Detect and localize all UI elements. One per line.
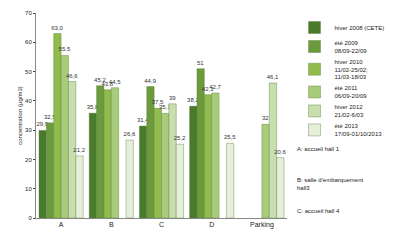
svg-text:39: 39 bbox=[169, 95, 176, 101]
svg-text:43,8: 43,8 bbox=[101, 81, 113, 87]
svg-text:hiver 201221/02-6/03: hiver 201221/02-6/03 bbox=[335, 104, 364, 118]
svg-text:B: salle d'embarquementhall3: B: salle d'embarquementhall3 bbox=[297, 177, 364, 191]
svg-text:10: 10 bbox=[25, 186, 32, 192]
svg-text:45,2: 45,2 bbox=[94, 77, 106, 83]
svg-text:hiver 2008 (CETE): hiver 2008 (CETE) bbox=[335, 25, 385, 31]
svg-text:55,5: 55,5 bbox=[59, 46, 71, 52]
svg-text:50: 50 bbox=[25, 69, 32, 75]
svg-text:63,0: 63,0 bbox=[51, 25, 63, 31]
svg-text:35,7: 35,7 bbox=[159, 104, 171, 110]
svg-text:concentration (µg/m3): concentration (µg/m3) bbox=[17, 86, 23, 144]
svg-text:44,5: 44,5 bbox=[109, 79, 121, 85]
svg-text:B: B bbox=[109, 221, 114, 228]
svg-text:été 201317/09-01/10/2013: été 201317/09-01/10/2013 bbox=[335, 123, 383, 137]
svg-text:0: 0 bbox=[28, 215, 32, 221]
svg-text:37,5: 37,5 bbox=[152, 99, 164, 105]
svg-text:40: 40 bbox=[25, 98, 32, 104]
svg-text:46,1: 46,1 bbox=[267, 74, 279, 80]
svg-text:51: 51 bbox=[197, 60, 204, 66]
svg-text:42,7: 42,7 bbox=[209, 84, 221, 90]
svg-text:70: 70 bbox=[25, 10, 32, 16]
svg-text:25,5: 25,5 bbox=[224, 134, 236, 140]
svg-text:20: 20 bbox=[25, 157, 32, 163]
svg-text:46,6: 46,6 bbox=[66, 73, 78, 79]
svg-text:38,2: 38,2 bbox=[187, 97, 199, 103]
svg-text:été 200908/09-22/09: été 200908/09-22/09 bbox=[335, 40, 368, 54]
svg-text:C: C bbox=[159, 221, 164, 228]
svg-text:32: 32 bbox=[262, 115, 269, 121]
svg-text:44,9: 44,9 bbox=[144, 78, 156, 84]
svg-text:60: 60 bbox=[25, 39, 32, 45]
svg-text:30: 30 bbox=[25, 127, 32, 133]
svg-text:C: accueil hall 4: C: accueil hall 4 bbox=[297, 208, 340, 214]
svg-text:Parking: Parking bbox=[250, 221, 274, 229]
svg-text:42,1: 42,1 bbox=[202, 86, 214, 92]
svg-text:21,2: 21,2 bbox=[73, 147, 85, 153]
svg-text:32,5: 32,5 bbox=[44, 114, 56, 120]
svg-text:31,4: 31,4 bbox=[137, 117, 149, 123]
svg-text:A: A bbox=[59, 221, 64, 228]
svg-text:20,6: 20,6 bbox=[274, 149, 286, 155]
svg-text:25,2: 25,2 bbox=[174, 135, 186, 141]
svg-text:35,8: 35,8 bbox=[87, 104, 99, 110]
svg-text:été 201106/09-20/09: été 201106/09-20/09 bbox=[335, 85, 368, 99]
svg-text:29,9: 29,9 bbox=[37, 121, 49, 127]
svg-text:hiver 201011/02-25/02;11/03-18: hiver 201011/02-25/02;11/03-18/03 bbox=[335, 59, 369, 81]
svg-text:A: accueil hall 1: A: accueil hall 1 bbox=[297, 146, 340, 152]
svg-text:D: D bbox=[209, 221, 214, 228]
svg-text:26,6: 26,6 bbox=[124, 131, 136, 137]
